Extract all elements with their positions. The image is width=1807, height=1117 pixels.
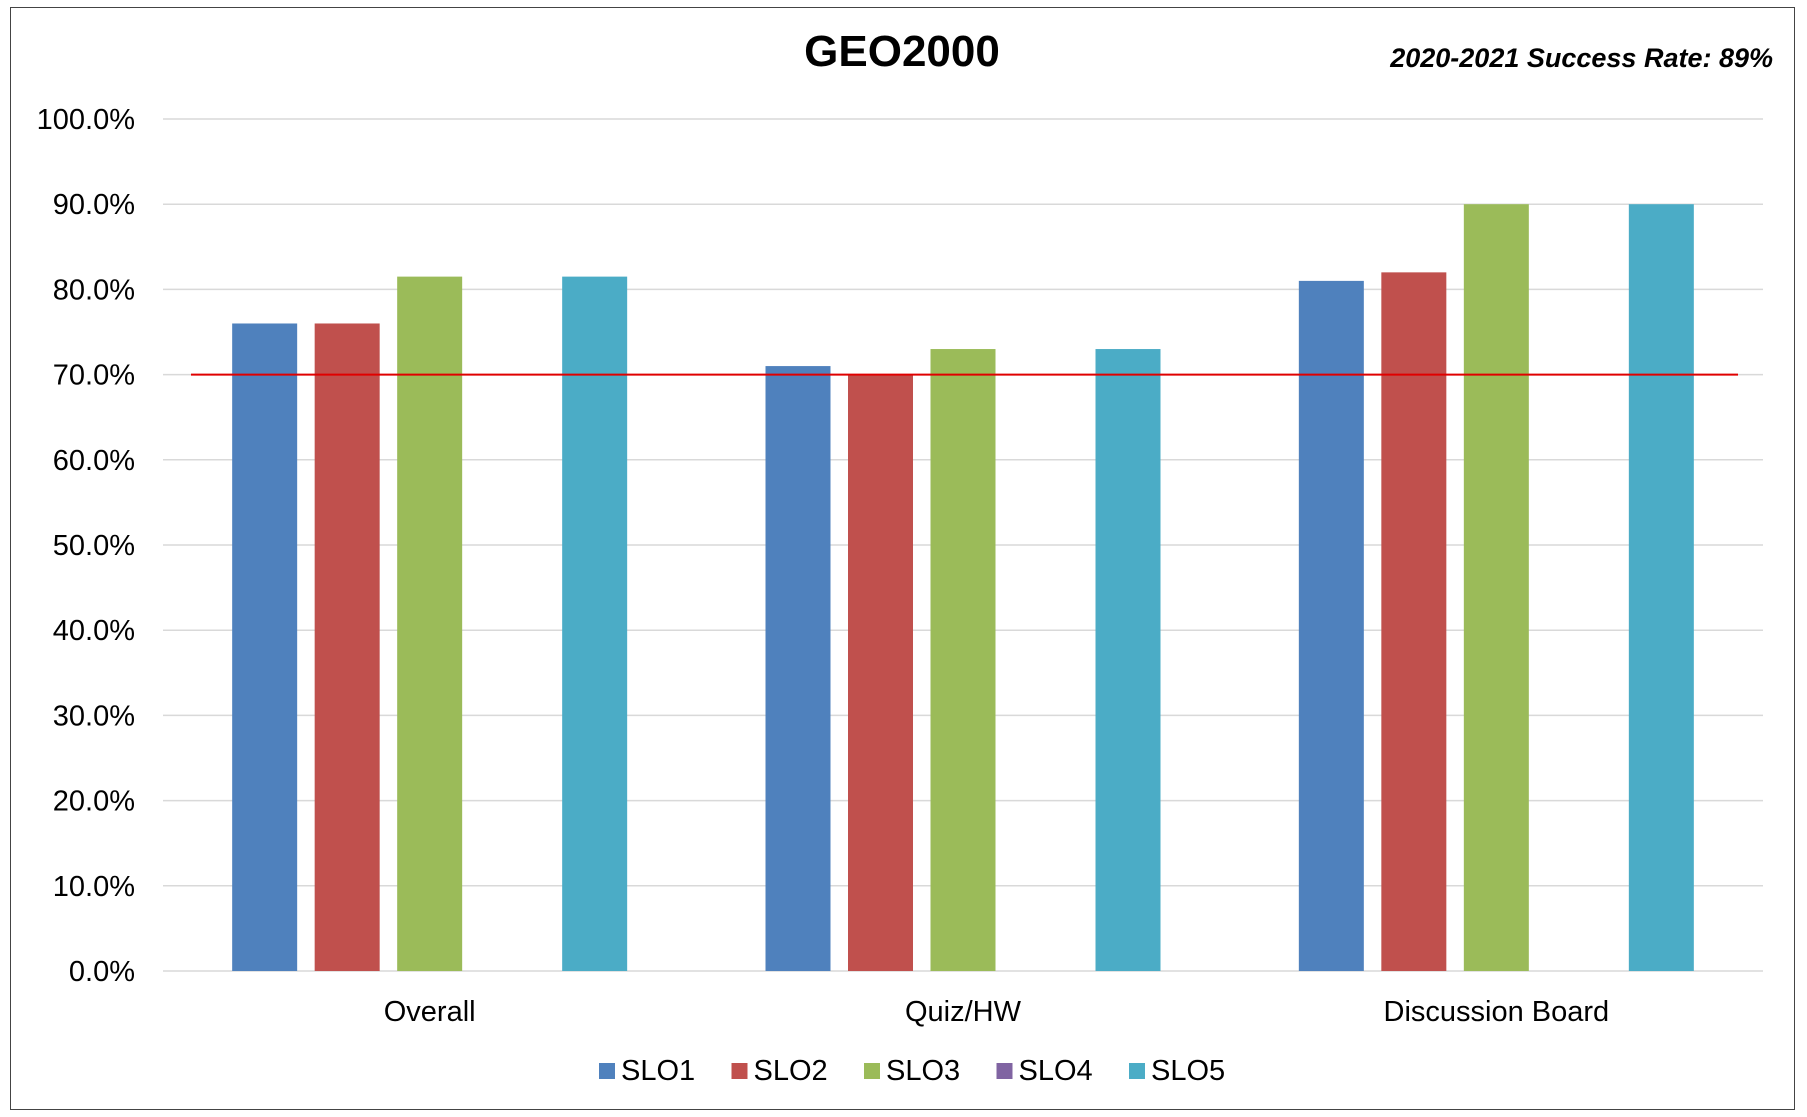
bar-slo3-discussion-board: [1463, 204, 1529, 971]
y-tick-label: 50.0%: [53, 530, 135, 562]
x-tick-label: Overall: [384, 996, 476, 1028]
legend-label-slo3: SLO3: [886, 1055, 960, 1087]
chart-subtitle: 2020-2021 Success Rate: 89%: [1389, 43, 1773, 73]
legend-swatch-slo3: [864, 1063, 880, 1079]
bar-slo1-overall: [232, 323, 298, 972]
legend-swatch-slo1: [599, 1063, 615, 1079]
y-tick-label: 90.0%: [53, 189, 135, 221]
bar-slo3-overall: [397, 276, 463, 971]
bar-slo2-quiz-hw: [848, 374, 913, 972]
bar-chart: 0.0% 10.0% 20.0% 30.0% 40.0% 50.0% 60.0% 70.0% 8…: [37, 27, 1773, 1087]
chart-title: GEO2000: [804, 27, 1000, 76]
y-tick-label: 100.0%: [37, 104, 135, 136]
bar-slo1-quiz-hw: [765, 366, 831, 972]
y-tick-label: 70.0%: [53, 360, 135, 392]
x-tick-label: Discussion Board: [1384, 996, 1610, 1028]
bars: [232, 204, 1694, 972]
bar-slo2-discussion-board: [1381, 272, 1447, 971]
bar-slo5-discussion-board: [1628, 204, 1694, 971]
y-tick-label: 40.0%: [53, 615, 135, 647]
chart-frame: 0.0% 10.0% 20.0% 30.0% 40.0% 50.0% 60.0% 70.0% 8…: [10, 7, 1795, 1110]
legend-label-slo2: SLO2: [754, 1055, 828, 1087]
legend-swatch-slo5: [1129, 1063, 1145, 1079]
legend-swatch-slo4: [996, 1063, 1013, 1079]
y-tick-label: 20.0%: [53, 786, 135, 818]
y-tick-label: 30.0%: [53, 700, 135, 732]
y-tick-label: 60.0%: [53, 445, 135, 477]
y-axis-tick-labels: 0.0% 10.0% 20.0% 30.0% 40.0% 50.0% 60.0% 70.0% 8…: [37, 104, 135, 988]
x-axis-tick-labels: Overall Quiz/HW Discussion Board: [384, 996, 1609, 1028]
legend-label-slo5: SLO5: [1151, 1055, 1225, 1087]
y-tick-label: 0.0%: [69, 956, 135, 988]
legend-label-slo4: SLO4: [1019, 1055, 1093, 1087]
legend-label-slo1: SLO1: [621, 1055, 695, 1087]
bar-slo5-quiz-hw: [1095, 349, 1161, 971]
bar-slo1-discussion-board: [1298, 280, 1364, 971]
bar-slo2-overall: [314, 323, 380, 972]
y-tick-label: 80.0%: [53, 274, 135, 306]
legend-swatch-slo2: [731, 1063, 748, 1079]
bar-slo5-overall: [562, 276, 628, 971]
x-tick-label: Quiz/HW: [905, 996, 1022, 1028]
bar-slo3-quiz-hw: [930, 349, 996, 971]
y-tick-label: 10.0%: [53, 871, 135, 903]
legend: SLO1 SLO2 SLO3 SLO4 SLO5: [599, 1055, 1225, 1087]
